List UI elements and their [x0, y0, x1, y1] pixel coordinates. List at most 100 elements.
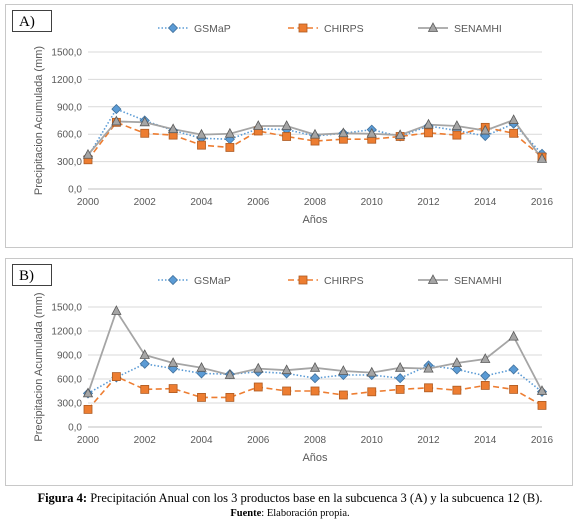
chart-panel-a: 0,0 300,0 600,0 900,0 1200,0 1500,0 2000 2002 20… [5, 4, 573, 248]
chart-a-x-tick-label: 2008 [304, 197, 327, 208]
chart-b-point-senamhi [139, 349, 150, 359]
chart-a-legend-label-senamhi: SENAMHI [454, 23, 502, 35]
chart-a-series-markers-senamhi [82, 114, 548, 163]
chart-b-x-tick-label: 2002 [134, 435, 157, 446]
chart-b-point-senamhi [508, 330, 519, 341]
chart-b-point-chirps [367, 387, 377, 397]
chart-a-point-senamhi [451, 120, 463, 130]
chart-a-x-tick-label: 2004 [190, 197, 213, 208]
chart-b-point-chirps [480, 381, 490, 390]
chart-b-point-gsmap [395, 373, 406, 384]
chart-a-legend-entry-chirps: CHIRPS [288, 23, 364, 35]
source-caption-text: : Elaboración propia. [261, 508, 350, 519]
chart-a-point-senamhi [224, 127, 236, 138]
chart-b-point-chirps [509, 385, 519, 394]
chart-a-x-tick-label: 2014 [474, 197, 497, 208]
chart-a-svg: 0,0 300,0 600,0 900,0 1200,0 1500,0 2000 2002 20… [33, 22, 554, 226]
chart-a-y-axis-label: Precipitacion Acumulada (mm) [33, 46, 45, 195]
chart-a-point-senamhi [196, 128, 207, 139]
chart-a-point-chirps [509, 128, 519, 138]
chart-b-point-gsmap [309, 373, 321, 384]
chart-a-y-tick-label: 900,0 [57, 102, 82, 113]
chart-a-y-tick-label: 1500,0 [51, 48, 82, 59]
chart-b-point-chirps [338, 390, 348, 400]
chart-a-gridlines [88, 51, 542, 190]
chart-a-point-senamhi [111, 115, 122, 126]
chart-b-point-chirps [537, 400, 547, 410]
chart-a-point-senamhi [480, 124, 491, 135]
chart-a-series-line-chirps [87, 121, 543, 161]
chart-b-legend-marker-senamhi [427, 274, 439, 284]
chart-a-legend-entry-gsmap: GSMaP [158, 22, 231, 35]
chart-a-x-tick-label: 2000 [77, 197, 100, 208]
chart-b-point-gsmap [139, 358, 150, 369]
chart-b-point-senamhi [309, 361, 321, 372]
chart-b-point-senamhi [111, 305, 122, 315]
chart-b-y-tick-label: 600,0 [57, 375, 82, 386]
chart-b-point-chirps [424, 383, 433, 393]
chart-b-point-chirps [197, 392, 206, 402]
figure-caption-label: Figura 4: [37, 491, 88, 505]
chart-a-point-chirps [282, 132, 292, 141]
chart-b-x-axis-label: Años [302, 452, 328, 464]
chart-a-point-senamhi [536, 153, 548, 163]
chart-a-y-tick-label: 0,0 [68, 185, 82, 196]
chart-a-point-senamhi [338, 127, 349, 138]
chart-a-point-chirps [140, 128, 150, 138]
chart-b-legend-entry-chirps: CHIRPS [288, 275, 364, 287]
chart-b-series-markers-chirps [83, 372, 547, 414]
chart-b-x-tick-label: 2010 [361, 435, 384, 446]
chart-a-y-tick-label: 600,0 [57, 130, 82, 141]
chart-b-point-gsmap [451, 364, 462, 375]
chart-b-y-tick-label: 300,0 [57, 399, 82, 410]
chart-b-point-senamhi [253, 362, 264, 373]
chart-a-point-chirps [197, 140, 206, 150]
chart-b-point-senamhi [451, 357, 463, 367]
chart-a-legend-label-gsmap: GSMaP [194, 23, 231, 35]
chart-b-point-chirps [310, 386, 320, 396]
chart-b-x-tick-label: 2014 [474, 435, 497, 446]
chart-b-legend-label-chirps: CHIRPS [324, 275, 364, 287]
chart-b-point-senamhi [196, 361, 207, 372]
chart-b-y-tick-label: 900,0 [57, 351, 82, 362]
chart-a-y-tick-label: 300,0 [57, 157, 82, 168]
chart-b-legend-label-senamhi: SENAMHI [454, 275, 502, 287]
chart-a-point-senamhi [281, 120, 292, 130]
chart-a-point-senamhi [366, 127, 377, 138]
chart-a-point-senamhi [508, 114, 519, 124]
chart-a-point-chirps [225, 143, 235, 152]
chart-b-point-senamhi [423, 362, 434, 373]
chart-b-series-markers-senamhi [82, 305, 548, 398]
source-caption-label: Fuente [230, 508, 262, 519]
chart-b-point-senamhi [394, 361, 406, 372]
chart-b-y-axis-label: Precipitacion Acumulada (mm) [33, 292, 45, 441]
chart-a-x-tick-label: 2010 [361, 197, 384, 208]
chart-b-gridlines [88, 306, 542, 428]
chart-a-legend-entry-senamhi: SENAMHI [418, 22, 502, 35]
source-caption: Fuente: Elaboración propia. [0, 508, 580, 519]
chart-b-x-tick-label: 2008 [304, 435, 327, 446]
chart-b-y-tick-label: 1200,0 [51, 327, 82, 338]
figure-caption-text: Precipitación Anual con los 3 productos … [87, 491, 543, 505]
chart-b-x-tick-label: 2012 [417, 435, 440, 446]
chart-b-point-chirps [83, 404, 93, 414]
chart-b-point-senamhi [167, 357, 179, 367]
panel-label-b: B) [12, 264, 52, 286]
chart-a-point-senamhi [309, 128, 321, 139]
chart-a-legend-marker-gsmap [167, 22, 179, 34]
chart-a-point-chirps [424, 128, 433, 138]
chart-b-legend-marker-gsmap [167, 274, 179, 286]
chart-b-svg: 0,0 300,0 600,0 900,0 1200,0 1500,0 2000 2002 20… [33, 274, 554, 464]
panel-label-a: A) [12, 10, 52, 32]
chart-b-x-tick-label: 2000 [77, 435, 100, 446]
chart-a-point-chirps [452, 130, 462, 140]
chart-a-point-senamhi [82, 148, 94, 159]
chart-a-point-senamhi [423, 118, 434, 129]
chart-b-point-senamhi [536, 385, 548, 395]
chart-b-point-chirps [140, 385, 150, 394]
chart-b-point-senamhi [480, 353, 491, 363]
chart-a-point-gsmap [111, 104, 122, 115]
chart-b-point-senamhi [224, 369, 236, 379]
chart-b-legend-entry-gsmap: GSMaP [158, 274, 231, 287]
chart-a-x-tick-label: 2012 [417, 197, 440, 208]
